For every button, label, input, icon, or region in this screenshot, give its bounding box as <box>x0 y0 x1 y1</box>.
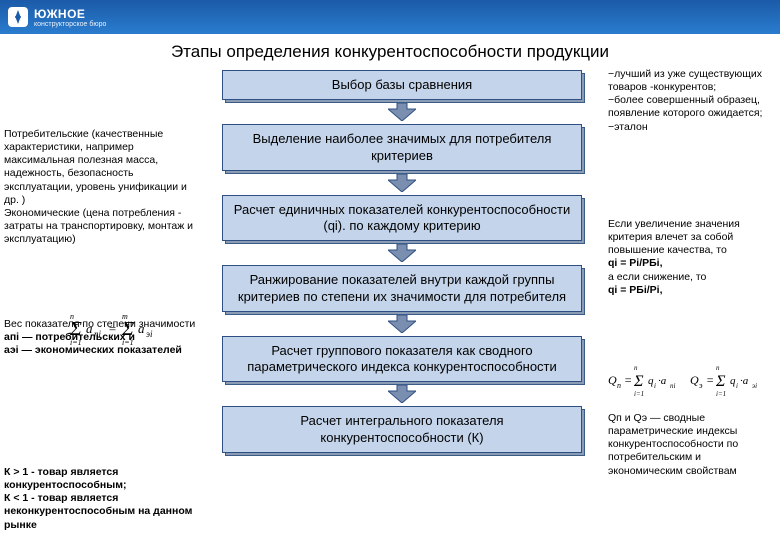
note-bold: К > 1 - товар является конкурентоспособн… <box>4 466 126 491</box>
right-note-3: Qп и Qэ — сводные параметрические индекс… <box>608 412 778 478</box>
flow-step-label: Расчет интегрального показателя конкурен… <box>222 406 582 453</box>
svg-text:i: i <box>654 382 656 390</box>
right-formula: Q п = n Σ i=1 q i ·a пi Q э = n Σ i=1 q … <box>608 362 778 402</box>
svg-text:i=1: i=1 <box>122 338 134 347</box>
svg-text:·a: ·a <box>658 375 667 387</box>
note-text: −лучший из уже существующих товаров -кон… <box>608 68 778 134</box>
flow-step-label: Расчет единичных показателей конкурентос… <box>222 195 582 242</box>
svg-text:a: a <box>86 321 93 336</box>
flow-arrow-icon <box>388 174 416 192</box>
logo-subtitle: конструкторское бюро <box>34 21 106 28</box>
note-bold: К < 1 - товар является неконкурентоспосо… <box>4 492 192 530</box>
svg-text:=: = <box>706 373 714 387</box>
title-row: Этапы определения конкурентоспособности … <box>0 34 780 66</box>
svg-text:п: п <box>617 381 621 390</box>
svg-text:·a: ·a <box>740 375 749 387</box>
svg-text:i=1: i=1 <box>716 390 726 398</box>
svg-text:Σ: Σ <box>70 318 82 340</box>
flow-step-label: Выделение наиболее значимых для потребит… <box>222 124 582 171</box>
note-bold: qi = Pi/PБi, <box>608 257 663 269</box>
right-note-2: Если увеличение значения критерия влечет… <box>608 218 778 297</box>
flow-step-4: Ранжирование показателей внутри каждой г… <box>222 265 582 312</box>
flow-step-label: Расчет группового показателя как сводног… <box>222 336 582 383</box>
svg-text:Σ: Σ <box>633 373 644 390</box>
logo: ЮЖНОЕ конструкторское бюро <box>8 7 106 28</box>
left-note-2: Вес показателя по степени значимости aпi… <box>4 318 198 353</box>
brand-header: ЮЖНОЕ конструкторское бюро <box>0 0 780 34</box>
diagram-canvas: Потребительские (качественные характерис… <box>0 66 780 546</box>
svg-text:Σ: Σ <box>121 318 134 340</box>
svg-text:i=1: i=1 <box>634 390 644 398</box>
svg-text:эi: эi <box>146 329 153 339</box>
formula-sum-weights: n Σ i=1 a пi = m Σ i=1 a эi <box>70 309 198 353</box>
svg-text:i=1: i=1 <box>70 338 82 347</box>
svg-text:пi: пi <box>670 382 676 390</box>
note-bold: qi = PБi/Pi, <box>608 284 663 296</box>
right-note-1: −лучший из уже существующих товаров -кон… <box>608 68 778 134</box>
svg-text:Σ: Σ <box>715 373 726 390</box>
flow-arrow-icon <box>388 103 416 121</box>
note-text: Если увеличение значения критерия влечет… <box>608 218 740 256</box>
svg-text:a: a <box>138 321 145 336</box>
svg-text:Q: Q <box>690 373 699 387</box>
svg-text:э: э <box>699 381 703 390</box>
formula-group-index: Q п = n Σ i=1 q i ·a пi Q э = n Σ i=1 q … <box>608 362 778 402</box>
flow-step-1: Выбор базы сравнения <box>222 70 582 100</box>
svg-text:=: = <box>624 373 632 387</box>
svg-text:n: n <box>716 364 720 372</box>
svg-text:Q: Q <box>608 373 617 387</box>
flow-step-5: Расчет группового показателя как сводног… <box>222 336 582 383</box>
svg-text:i: i <box>736 382 738 390</box>
flow-step-label: Выбор базы сравнения <box>222 70 582 100</box>
svg-text:n: n <box>634 364 638 372</box>
flowchart: Выбор базы сравнения Выделение наиболее … <box>210 70 594 453</box>
svg-text:пi: пi <box>94 329 102 339</box>
svg-text:=: = <box>108 321 117 336</box>
logo-mark-icon <box>8 7 28 27</box>
page-title: Этапы определения конкурентоспособности … <box>0 42 780 62</box>
left-note-1: Потребительские (качественные характерис… <box>4 128 198 246</box>
note-text: а если снижение, то <box>608 271 706 283</box>
flow-arrow-icon <box>388 385 416 403</box>
flow-step-3: Расчет единичных показателей конкурентос… <box>222 195 582 242</box>
note-text: Qп и Qэ — сводные параметрические индекс… <box>608 412 778 478</box>
svg-text:эi: эi <box>752 382 757 390</box>
flow-step-2: Выделение наиболее значимых для потребит… <box>222 124 582 171</box>
logo-text: ЮЖНОЕ <box>34 7 106 21</box>
flow-arrow-icon <box>388 244 416 262</box>
left-note-3: К > 1 - товар является конкурентоспособн… <box>4 466 198 532</box>
flow-step-6: Расчет интегрального показателя конкурен… <box>222 406 582 453</box>
flow-arrow-icon <box>388 315 416 333</box>
note-text: Потребительские (качественные характерис… <box>4 128 198 246</box>
flow-step-label: Ранжирование показателей внутри каждой г… <box>222 265 582 312</box>
